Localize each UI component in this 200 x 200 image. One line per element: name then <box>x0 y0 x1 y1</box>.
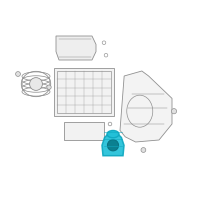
Polygon shape <box>56 36 96 60</box>
Bar <box>54 68 114 116</box>
Bar <box>64 122 104 140</box>
Circle shape <box>16 72 20 76</box>
Circle shape <box>30 78 42 90</box>
Circle shape <box>141 148 146 152</box>
Circle shape <box>171 109 177 114</box>
Polygon shape <box>120 71 172 142</box>
Circle shape <box>47 85 51 89</box>
Circle shape <box>107 140 119 151</box>
Polygon shape <box>102 131 124 156</box>
Ellipse shape <box>107 130 119 138</box>
Bar <box>57 71 111 113</box>
